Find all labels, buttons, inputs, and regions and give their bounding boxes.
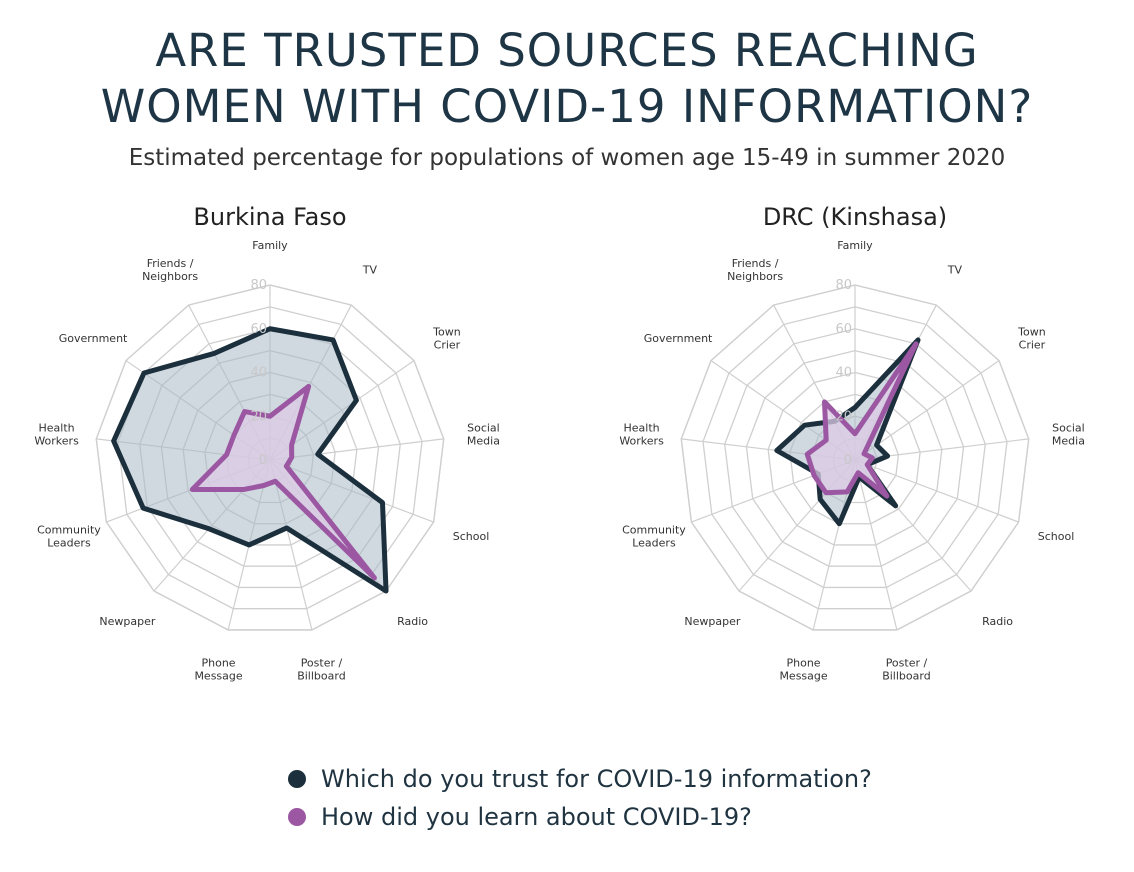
category-label: Community Leaders xyxy=(622,524,686,550)
category-label: Health Workers xyxy=(34,422,79,448)
chart-title: DRC (Kinshasa) xyxy=(763,203,947,231)
category-label: Family xyxy=(837,239,873,252)
subtitle: Estimated percentage for populations of … xyxy=(128,145,1006,171)
grid-spoke xyxy=(854,459,898,631)
category-label: Town Crier xyxy=(432,325,461,351)
grid-ring xyxy=(767,371,943,546)
category-label: Family xyxy=(252,239,288,252)
category-label: School xyxy=(453,530,490,543)
category-label: Government xyxy=(59,332,128,345)
category-label: Phone Message xyxy=(779,656,827,682)
category-label: Radio xyxy=(982,615,1013,628)
legend-dot-learn xyxy=(288,808,306,826)
legend-label-learn: How did you learn about COVID-19? xyxy=(321,803,752,831)
legend: Which do you trust for COVID-19 informat… xyxy=(288,760,872,836)
r-tick-label: 80 xyxy=(250,278,267,293)
grid-ring xyxy=(745,349,965,567)
r-tick-label: 40 xyxy=(835,366,852,381)
r-tick-label: 60 xyxy=(835,322,852,337)
series-learn xyxy=(189,383,377,581)
r-tick-label: 20 xyxy=(250,409,267,424)
category-label: Town Crier xyxy=(1017,325,1046,351)
radar-chart-burkina-faso: Burkina Faso 0 20 40 60 80 Family TV Town Crier So… xyxy=(34,203,500,682)
grid-ring-outer xyxy=(680,284,1030,631)
title-line-1: ARE TRUSTED SOURCES REACHING xyxy=(155,24,979,77)
chart-title: Burkina Faso xyxy=(193,203,346,231)
category-label: Phone Message xyxy=(194,656,242,682)
r-tick-label: 0 xyxy=(844,453,852,468)
category-label: Friends / Neighbors xyxy=(727,257,783,283)
category-label: Friends / Neighbors xyxy=(142,257,198,283)
category-label: Radio xyxy=(397,615,428,628)
category-label: Government xyxy=(644,332,713,345)
category-label: Newpaper xyxy=(684,615,740,628)
title-line-2: WOMEN WITH COVID-19 INFORMATION? xyxy=(100,80,1034,133)
category-label: Newpaper xyxy=(99,615,155,628)
legend-item-learn: How did you learn about COVID-19? xyxy=(288,798,872,836)
grid-ring xyxy=(724,328,986,589)
series-learn xyxy=(804,341,919,499)
grid-spoke xyxy=(854,459,1019,523)
r-tick-label: 40 xyxy=(250,366,267,381)
grid-ring xyxy=(702,306,1008,610)
category-label: Social Media xyxy=(1052,422,1085,448)
r-tick-label: 60 xyxy=(250,322,267,337)
category-label: Community Leaders xyxy=(37,524,101,550)
radar-chart-drc-kinshasa: DRC (Kinshasa) 0 20 40 60 80 Family TV Town Crier… xyxy=(619,203,1085,682)
category-label: Social Media xyxy=(467,422,500,448)
legend-item-trust: Which do you trust for COVID-19 informat… xyxy=(288,760,872,798)
category-label: Poster / Billboard xyxy=(297,656,345,682)
category-label: School xyxy=(1038,530,1075,543)
category-label: Health Workers xyxy=(619,422,664,448)
category-label: TV xyxy=(947,264,963,277)
r-tick-label: 0 xyxy=(259,453,267,468)
r-tick-label: 80 xyxy=(835,278,852,293)
category-label: Poster / Billboard xyxy=(882,656,930,682)
grid-ring-outer xyxy=(95,284,445,631)
r-tick-label: 20 xyxy=(835,409,852,424)
category-label: TV xyxy=(362,264,378,277)
legend-label-trust: Which do you trust for COVID-19 informat… xyxy=(321,765,872,793)
legend-dot-trust xyxy=(288,770,306,788)
